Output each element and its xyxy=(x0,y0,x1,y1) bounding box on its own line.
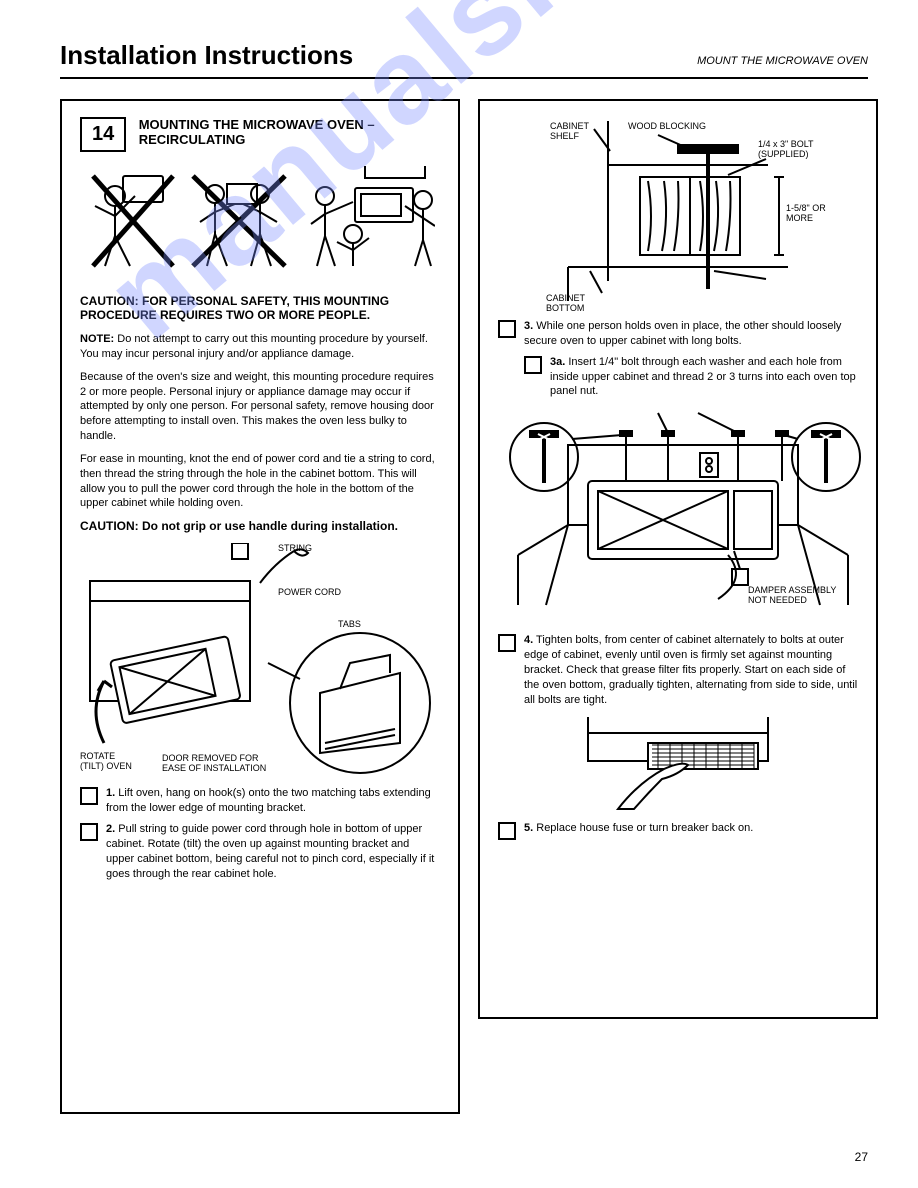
wood-blocking-label: WOOD BLOCKING xyxy=(628,121,708,131)
checkbox-icon xyxy=(498,320,516,338)
task-3a: 3a. Insert 1/4" bolt through each washer… xyxy=(524,355,858,400)
rotate-label: ROTATE (TILT) OVEN xyxy=(80,751,140,771)
step-title: MOUNTING THE MICROWAVE OVEN – RECIRCULAT… xyxy=(139,117,429,147)
task-3: 3. While one person holds oven in place,… xyxy=(498,319,858,349)
checkbox-icon xyxy=(80,823,98,841)
page-number: 27 xyxy=(855,1150,868,1164)
task-5: 5. Replace house fuse or turn breaker ba… xyxy=(498,821,858,840)
para-2: For ease in mounting, knot the end of po… xyxy=(80,452,440,511)
right-column: CABINET SHELF WOOD BLOCKING 1/4 x 3" BOL… xyxy=(478,99,878,1019)
height-label: 1-5/8" OR MORE xyxy=(786,203,846,223)
step-number-box: 14 xyxy=(80,117,126,152)
checkbox-icon xyxy=(80,787,98,805)
note-1: NOTE: Do not attempt to carry out this m… xyxy=(80,332,440,362)
para-1: Because of the oven's size and weight, t… xyxy=(80,370,440,444)
task-2: 2. Pull string to guide power cord throu… xyxy=(80,822,440,881)
cabinet-bottom-label: CABINET BOTTOM xyxy=(546,293,616,313)
caution-2: CAUTION: Do not grip or use handle durin… xyxy=(80,519,440,533)
blocking-figure: CABINET SHELF WOOD BLOCKING 1/4 x 3" BOL… xyxy=(498,121,858,311)
checkbox-icon xyxy=(524,356,542,374)
string-label: STRING xyxy=(278,543,312,553)
filter-figure xyxy=(498,713,858,813)
mount-figure: STRING POWER CORD TABS ROTATE (TILT) OVE… xyxy=(80,543,440,778)
lifting-figure xyxy=(80,166,440,286)
task-4: 4. Tighten bolts, from center of cabinet… xyxy=(498,633,858,707)
door-removed-label: DOOR REMOVED FOR EASE OF INSTALLATION xyxy=(162,753,282,773)
page-header: Installation Instructions MOUNT THE MICR… xyxy=(60,40,868,79)
left-column: 14 MOUNTING THE MICROWAVE OVEN – RECIRCU… xyxy=(60,99,460,1114)
damper-label: DAMPER ASSEMBLY NOT NEEDED xyxy=(748,585,848,605)
checkbox-icon xyxy=(498,822,516,840)
cabinet-shelf-label: CABINET SHELF xyxy=(550,121,610,141)
bolt-label: 1/4 x 3" BOLT (SUPPLIED) xyxy=(758,139,848,159)
power-cord-label: POWER CORD xyxy=(278,587,341,597)
tabs-label: TABS xyxy=(338,619,361,629)
header-subtitle: MOUNT THE MICROWAVE OVEN xyxy=(697,55,868,67)
oven-bolts-figure: DAMPER ASSEMBLY NOT NEEDED xyxy=(498,405,858,625)
task-1: 1. Lift oven, hang on hook(s) onto the t… xyxy=(80,786,440,816)
checkbox-icon xyxy=(498,634,516,652)
header-title: Installation Instructions xyxy=(60,40,353,71)
caution-heading: CAUTION: FOR PERSONAL SAFETY, THIS MOUNT… xyxy=(80,294,440,322)
